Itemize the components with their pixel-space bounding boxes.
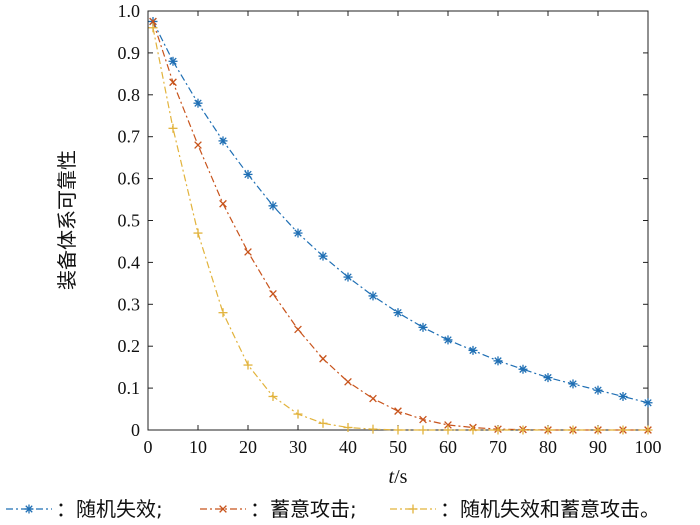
x-axis-label-var: t xyxy=(389,466,395,488)
y-tick-label: 0.9 xyxy=(118,43,141,63)
series-line xyxy=(152,21,648,431)
x-tick-label: 100 xyxy=(635,437,662,457)
series-3 xyxy=(148,23,653,435)
legend-label: ：蓄意攻击; xyxy=(250,497,357,521)
x-tick-label: 60 xyxy=(439,437,457,457)
y-tick-label: 1.0 xyxy=(118,1,141,21)
data-point xyxy=(219,137,227,145)
x-tick-label: 10 xyxy=(189,437,207,457)
data-point xyxy=(25,505,33,513)
data-point xyxy=(444,421,452,429)
data-point xyxy=(344,377,352,386)
y-tick-label: 0 xyxy=(131,420,140,440)
data-point xyxy=(219,505,227,513)
x-tick-label: 0 xyxy=(144,437,153,457)
data-point xyxy=(294,325,302,334)
legend-item: ：蓄意攻击; xyxy=(200,497,357,521)
data-point xyxy=(394,407,402,415)
x-tick-label: 80 xyxy=(539,437,557,457)
data-point xyxy=(219,199,227,208)
series-2 xyxy=(149,17,652,434)
x-tick-label: 70 xyxy=(489,437,507,457)
data-point xyxy=(369,394,377,403)
y-tick-label: 0.4 xyxy=(118,252,141,272)
data-point xyxy=(244,248,252,256)
data-point xyxy=(344,273,352,281)
y-tick-label: 0.2 xyxy=(118,336,141,356)
x-axis-label: t/s xyxy=(389,466,408,488)
data-point xyxy=(419,323,427,332)
data-point xyxy=(194,99,202,107)
data-point xyxy=(319,252,327,260)
data-point xyxy=(419,415,427,424)
x-tick-label: 90 xyxy=(589,437,607,457)
legend: ：随机失效; ：蓄意攻击; ：随机失效和蓄意攻击。 xyxy=(6,497,660,521)
series-line xyxy=(152,21,649,404)
series-layer xyxy=(148,16,653,435)
data-point xyxy=(494,357,502,365)
legend-label: ：随机失效; xyxy=(56,497,163,521)
y-axis-label: 装备体系可靠性 xyxy=(56,150,79,290)
legend-item: ：随机失效和蓄意攻击。 xyxy=(390,497,660,521)
data-point xyxy=(194,141,202,149)
x-tick-label: 20 xyxy=(239,437,257,457)
axis-ticks: 0 10 20 30 40 50 60 70 80 90 100 0 0.1 0.2 0.3 0.4 0.5 0.… xyxy=(118,1,662,457)
data-point xyxy=(519,365,527,373)
x-tick-label: 30 xyxy=(289,437,307,457)
x-tick-label: 40 xyxy=(339,437,357,457)
data-point xyxy=(544,373,552,382)
data-point xyxy=(469,346,477,355)
data-point xyxy=(644,399,652,407)
data-point xyxy=(369,292,377,300)
series-line xyxy=(152,27,648,431)
data-point xyxy=(394,308,402,317)
data-point xyxy=(294,229,302,237)
plot-frame xyxy=(147,10,649,431)
y-tick-label: 0.1 xyxy=(118,378,141,398)
legend-item: ：随机失效; xyxy=(6,497,163,521)
data-point xyxy=(594,386,602,394)
data-point xyxy=(269,289,277,298)
data-point xyxy=(269,202,277,210)
data-point xyxy=(619,392,627,401)
x-axis-label-unit: /s xyxy=(394,466,408,488)
data-point xyxy=(149,17,157,26)
data-point xyxy=(244,170,252,179)
y-tick-label: 0.3 xyxy=(118,294,141,314)
data-point xyxy=(169,78,177,87)
legend-label: ：随机失效和蓄意攻击。 xyxy=(440,497,660,521)
data-point xyxy=(319,354,327,363)
y-tick-label: 0.5 xyxy=(118,211,141,231)
y-tick-label: 0.7 xyxy=(118,127,141,147)
x-tick-label: 50 xyxy=(389,437,407,457)
series-1 xyxy=(148,16,653,408)
data-point xyxy=(569,380,577,388)
data-point xyxy=(444,336,452,344)
data-point xyxy=(169,57,177,65)
y-tick-label: 0.6 xyxy=(118,169,141,189)
y-tick-label: 0.8 xyxy=(118,85,141,105)
